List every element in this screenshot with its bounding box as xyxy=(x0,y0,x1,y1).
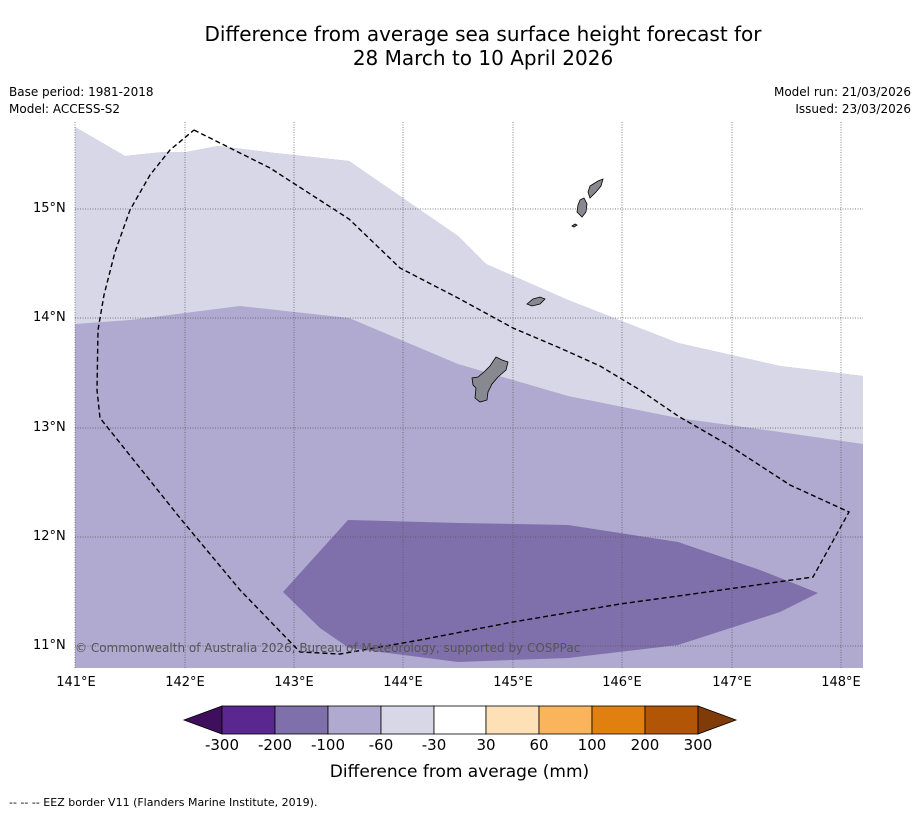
colorbar-bin-4 xyxy=(380,705,435,735)
colorbar-bin-2 xyxy=(274,705,329,735)
no-data-region xyxy=(75,122,863,376)
colorbar-bin-1 xyxy=(221,705,276,735)
lon-label-145e: 145°E xyxy=(493,675,533,690)
island-rota xyxy=(526,296,546,307)
colorbar-bin-8 xyxy=(591,705,646,735)
lon-label-142e: 142°E xyxy=(165,675,205,690)
copyright-notice: © Commonwealth of Australia 2026, Bureau… xyxy=(75,641,581,655)
lat-label-13n: 13°N xyxy=(33,420,66,435)
lon-label-141e: 141°E xyxy=(56,675,96,690)
eez-border xyxy=(96,129,850,655)
issued-date: Issued: 23/03/2026 xyxy=(795,102,911,116)
colorbar-tick-60: 60 xyxy=(529,736,549,754)
lon-label-146e: 146°E xyxy=(602,675,642,690)
colorbar-tick-minus100: -100 xyxy=(310,736,346,754)
island-aguijan xyxy=(571,223,578,228)
lon-label-147e: 147°E xyxy=(712,675,752,690)
lon-label-143e: 143°E xyxy=(274,675,314,690)
colorbar-extend-high xyxy=(697,705,738,735)
lon-label-148e: 148°E xyxy=(821,675,861,690)
anomaly-band-minus200-minus100 xyxy=(283,520,818,662)
colorbar-title: Difference from average (mm) xyxy=(329,762,590,782)
island-tinian xyxy=(576,197,588,218)
colorbar-bin-6 xyxy=(485,705,540,735)
colorbar-tick-minus300: -300 xyxy=(204,736,240,754)
map-area xyxy=(74,122,863,668)
model-run: Model run: 21/03/2026 xyxy=(773,85,911,99)
model-name: Model: ACCESS-S2 xyxy=(9,102,121,116)
colorbar-tick-100: 100 xyxy=(577,736,607,754)
title-line-1: Difference from average sea surface heig… xyxy=(204,22,762,46)
colorbar-tick-30: 30 xyxy=(476,736,496,754)
islands xyxy=(471,178,604,403)
meta-right: Model run: 21/03/2026 Issued: 23/03/2026 xyxy=(774,84,911,118)
anomaly-band-minus60-minus30 xyxy=(75,127,863,444)
colorbar-tick-minus30: -30 xyxy=(421,736,447,754)
map-title: Difference from average sea surface heig… xyxy=(0,22,919,70)
lat-label-15n: 15°N xyxy=(33,201,66,216)
colorbar-tick-minus60: -60 xyxy=(368,736,394,754)
lon-label-144e: 144°E xyxy=(383,675,423,690)
lat-label-11n: 11°N xyxy=(33,638,66,653)
lat-label-12n: 12°N xyxy=(33,529,66,544)
colorbar-bin-7 xyxy=(538,705,593,735)
meta-left: Base period: 1981-2018 Model: ACCESS-S2 xyxy=(9,84,154,118)
colorbar-bin-9 xyxy=(644,705,699,735)
colorbar-extend-low xyxy=(182,705,223,735)
title-line-2: 28 March to 10 April 2026 xyxy=(352,46,614,70)
colorbar-bin-5 xyxy=(433,705,487,735)
colorbar-tick-300: 300 xyxy=(683,736,713,754)
graticule xyxy=(74,122,863,668)
island-guam xyxy=(471,356,509,403)
base-period: Base period: 1981-2018 xyxy=(9,85,154,99)
colorbar-tick-minus200: -200 xyxy=(257,736,293,754)
lat-label-14n: 14°N xyxy=(33,310,66,325)
colorbar xyxy=(182,705,738,735)
colorbar-bin-3 xyxy=(327,705,382,735)
colorbar-tick-200: 200 xyxy=(630,736,660,754)
island-saipan xyxy=(587,178,604,199)
eez-footnote: -- -- -- EEZ border V11 (Flanders Marine… xyxy=(9,796,318,809)
